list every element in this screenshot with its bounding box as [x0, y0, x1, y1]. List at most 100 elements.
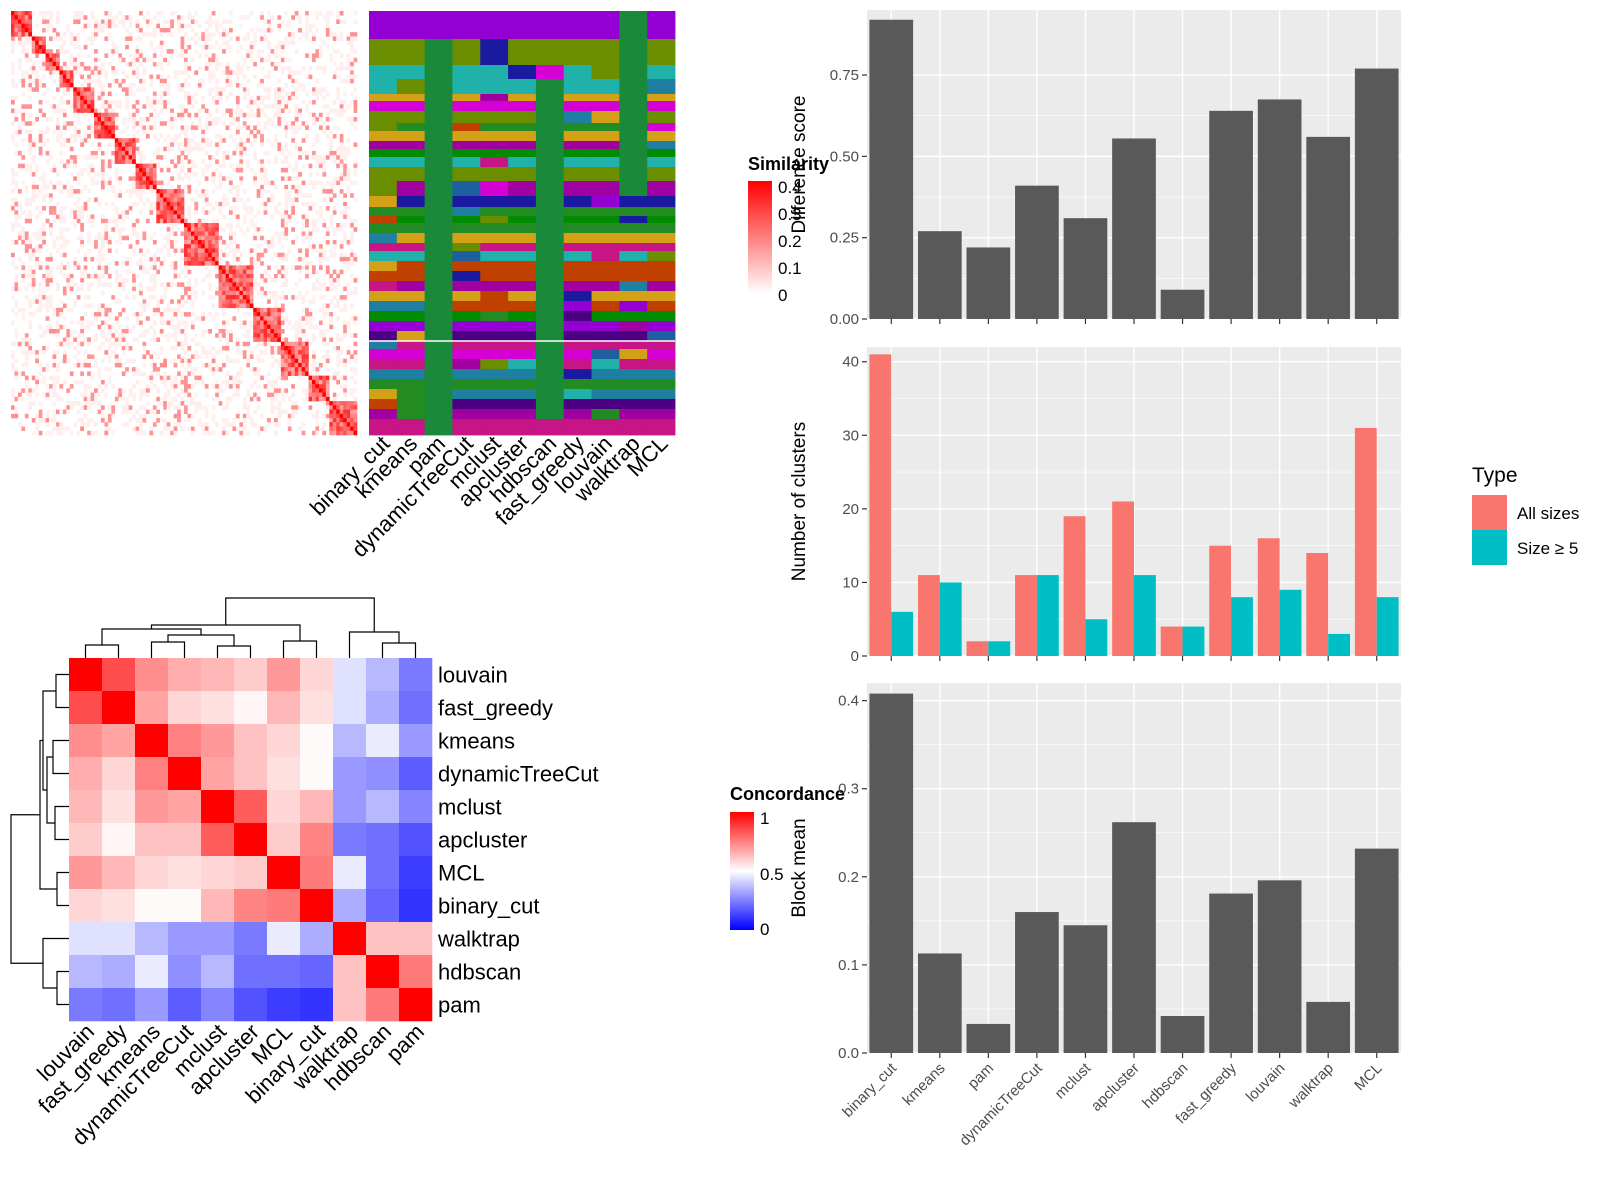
similarity-cell — [197, 223, 202, 228]
similarity-cell — [222, 49, 226, 54]
similarity-cell — [312, 155, 316, 160]
similarity-cell — [28, 252, 33, 258]
similarity-cell — [69, 320, 74, 326]
concordance-cell — [135, 724, 169, 758]
similarity-cell — [343, 401, 347, 406]
similarity-cell — [218, 138, 223, 143]
similarity-cell — [90, 104, 95, 109]
bar — [1209, 110, 1253, 320]
similarity-cell — [228, 295, 233, 300]
similarity-cell — [190, 324, 195, 330]
similarity-cell — [14, 358, 19, 364]
similarity-cell — [194, 70, 199, 75]
membership-cell — [508, 79, 537, 95]
membership-cell — [563, 123, 592, 132]
similarity-cell — [267, 244, 271, 249]
similarity-cell — [121, 278, 126, 283]
similarity-cell — [35, 44, 39, 50]
similarity-cell — [177, 197, 181, 203]
similarity-cell — [332, 392, 337, 398]
similarity-cell — [163, 155, 167, 160]
similarity-cell — [260, 290, 264, 296]
similarity-cell — [76, 401, 81, 406]
similarity-cell — [107, 23, 112, 29]
similarity-cell — [225, 223, 230, 228]
membership-cell — [591, 131, 620, 142]
similarity-cell — [177, 324, 181, 330]
similarity-cell — [215, 78, 219, 84]
similarity-cell — [336, 74, 340, 80]
similarity-cell — [273, 396, 278, 402]
similarity-cell — [343, 384, 347, 389]
similarity-cell — [28, 299, 33, 304]
bar — [1160, 289, 1205, 319]
membership-cell — [396, 419, 426, 436]
similarity-cell — [184, 375, 188, 381]
membership-cell — [619, 157, 648, 168]
similarity-cell — [152, 265, 157, 270]
similarity-cell — [28, 112, 33, 118]
similarity-cell — [49, 206, 53, 211]
similarity-cell — [187, 231, 192, 237]
similarity-cell — [280, 367, 285, 372]
membership-cell — [647, 167, 676, 182]
concordance-cell — [135, 658, 169, 692]
similarity-cell — [204, 362, 209, 368]
similarity-cell — [187, 112, 192, 118]
similarity-cell — [184, 223, 188, 228]
similarity-cell — [201, 104, 206, 109]
similarity-cell — [21, 371, 26, 376]
similarity-cell — [315, 78, 320, 84]
similarity-cell — [163, 57, 167, 63]
similarity-cell — [118, 159, 123, 164]
similarity-cell — [125, 235, 129, 241]
similarity-cell — [118, 227, 123, 232]
similarity-cell — [315, 180, 320, 186]
similarity-cell — [90, 180, 95, 186]
similarity-cell — [343, 375, 347, 381]
similarity-cell — [28, 78, 33, 84]
membership-cell — [563, 11, 592, 40]
similarity-cell — [270, 409, 275, 415]
similarity-cell — [166, 197, 171, 203]
similarity-cell — [62, 426, 67, 432]
similarity-cell — [107, 273, 112, 279]
similarity-cell — [166, 252, 171, 258]
membership-cell — [591, 409, 620, 420]
similarity-cell — [312, 53, 316, 58]
similarity-cell — [225, 329, 230, 334]
similarity-cell — [125, 159, 129, 164]
similarity-cell — [267, 239, 271, 245]
membership-cell — [508, 65, 537, 80]
similarity-cell — [343, 358, 347, 364]
similarity-cell — [35, 206, 39, 211]
similarity-cell — [166, 19, 171, 25]
similarity-cell — [14, 150, 19, 156]
similarity-cell — [346, 167, 351, 173]
similarity-legend-tick: 0 — [778, 286, 787, 305]
similarity-cell — [329, 316, 334, 321]
membership-cell — [647, 291, 676, 302]
similarity-cell — [66, 23, 71, 29]
similarity-cell — [253, 329, 257, 334]
concordance-cell — [366, 790, 400, 824]
similarity-cell — [239, 341, 244, 347]
similarity-cell — [17, 11, 22, 16]
similarity-cell — [87, 430, 91, 436]
membership-cell — [396, 331, 426, 342]
similarity-cell — [308, 299, 313, 304]
similarity-cell — [263, 333, 268, 338]
similarity-cell — [325, 396, 330, 402]
similarity-cell — [350, 392, 354, 398]
membership-cell — [508, 359, 537, 370]
similarity-cell — [315, 53, 320, 58]
similarity-cell — [201, 172, 206, 177]
similarity-cell — [149, 210, 154, 215]
similarity-cell — [291, 362, 296, 368]
similarity-cell — [125, 104, 129, 109]
similarity-cell — [343, 214, 347, 220]
similarity-cell — [273, 44, 278, 50]
similarity-cell — [180, 218, 185, 224]
similarity-cell — [343, 91, 347, 97]
similarity-cell — [225, 66, 230, 71]
